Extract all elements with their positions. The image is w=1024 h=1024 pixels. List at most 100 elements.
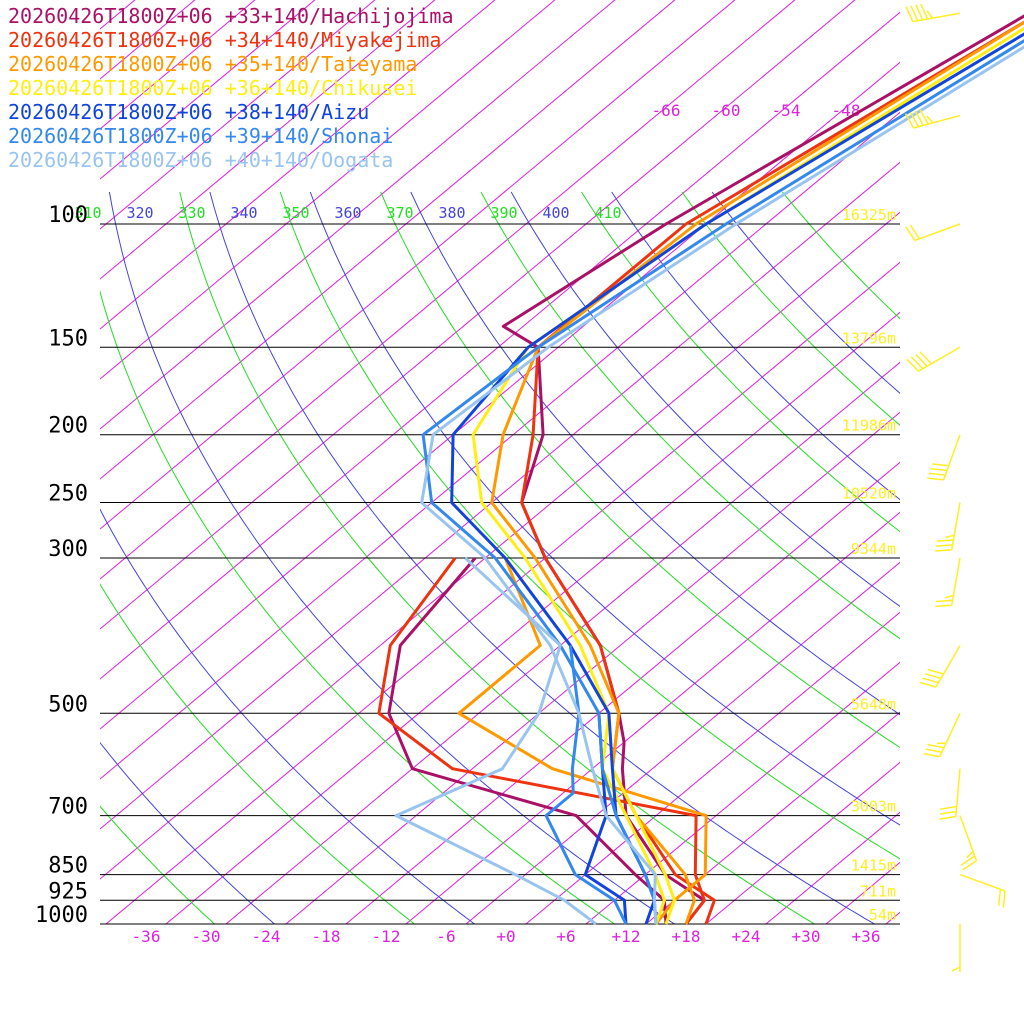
temperature-tick-label: -6 <box>436 927 455 946</box>
theta-label: 310 <box>74 204 101 222</box>
profile-lines <box>377 14 1024 926</box>
pressure-label: 250 <box>48 482 88 507</box>
theta-label: 390 <box>490 204 517 222</box>
legend-entry: 20260426T1800Z+06 +35+140/Tateyama <box>8 52 418 76</box>
temperature-tick-label: +24 <box>732 927 761 946</box>
height-labels: 16325m 13796m 11986m 10520m 9344m 5648m 3003m 1… <box>842 206 896 924</box>
isotherm-line <box>285 411 900 924</box>
temperature-tick-label: -18 <box>312 927 341 946</box>
pressure-label: 150 <box>48 326 88 351</box>
height-label: 9344m <box>851 540 896 558</box>
temperature-line-5 <box>450 32 1024 925</box>
isotherm-line <box>100 0 496 330</box>
dewpoint-line-7 <box>394 556 597 926</box>
moist-adiabat-line <box>100 583 415 924</box>
temperature-tick-label: -36 <box>132 927 161 946</box>
pressure-label: 925 <box>48 879 88 904</box>
isotherm-line <box>100 0 736 530</box>
isotherm-line <box>345 461 900 924</box>
wind-barb <box>935 502 961 552</box>
wind-barb <box>904 109 961 129</box>
wind-barb <box>951 924 961 972</box>
dry-adiabat-line <box>100 741 275 924</box>
theta-label: 320 <box>126 204 153 222</box>
temperature-tick-label: +12 <box>612 927 641 946</box>
theta-label: 360 <box>334 204 361 222</box>
temperature-tick-label: +30 <box>792 927 821 946</box>
legend-entry: 20260426T1800Z+06 +33+140/Hachijojima <box>8 4 454 28</box>
wind-barb <box>959 815 978 871</box>
pressure-label: 100 <box>48 203 88 228</box>
temperature-line-7 <box>420 45 1024 925</box>
dry-adiabat-line <box>309 191 900 826</box>
wind-barb <box>939 768 961 820</box>
isotherm-line <box>100 0 676 480</box>
isotherm-line <box>645 711 900 924</box>
theta-label: 340 <box>230 204 257 222</box>
dry-adiabat-line <box>108 191 675 924</box>
theta-label: 410 <box>594 204 621 222</box>
moist-adiabat-line <box>179 191 815 924</box>
upper-temp-labels: -66 -60 -54 -48 <box>652 101 861 120</box>
isotherm-line <box>100 11 900 680</box>
upper-temperature-label: -48 <box>832 101 861 120</box>
dry-adiabat-line <box>510 191 900 608</box>
isotherm-line <box>885 911 900 924</box>
theta-label: 380 <box>438 204 465 222</box>
wind-barb <box>905 223 961 242</box>
wind-barbs <box>904 3 1006 972</box>
isotherm-line <box>100 0 856 630</box>
pressure-label: 1000 <box>35 903 88 928</box>
pressure-label: 500 <box>48 692 88 717</box>
temperature-tick-label: +6 <box>556 927 575 946</box>
legend: 20260426T1800Z+06 +33+140/Hachijojima 202… <box>8 4 454 172</box>
height-label: 10520m <box>842 485 896 503</box>
wind-barb <box>923 712 961 758</box>
moist-adiabat-line <box>100 805 215 924</box>
isotherm-line <box>465 561 900 924</box>
moist-adiabat-line <box>480 191 900 640</box>
theta-label: 400 <box>542 204 569 222</box>
height-label: 711m <box>860 882 896 900</box>
legend-entry: 20260426T1800Z+06 +38+140/Aizu <box>8 100 370 124</box>
height-label: 54m <box>869 906 896 924</box>
dewpoint-line-6 <box>544 645 628 925</box>
isotherm-line <box>165 311 900 924</box>
wind-barb <box>959 873 1006 908</box>
isotherm-line <box>100 161 900 830</box>
height-label: 13796m <box>842 329 896 347</box>
pressure-label: 300 <box>48 537 88 562</box>
isotherm-line <box>100 0 796 580</box>
isotherm-line <box>1006 0 1024 924</box>
moist-adiabat-line <box>380 191 900 749</box>
pressure-label: 700 <box>48 795 88 820</box>
height-label: 5648m <box>851 695 896 713</box>
height-label: 1415m <box>851 857 896 875</box>
temperature-line-1 <box>501 14 1024 925</box>
isotherm-line <box>100 211 900 880</box>
isotherm-line <box>405 511 900 924</box>
isotherm-line <box>946 0 1024 924</box>
dry-adiabat-line <box>100 508 475 924</box>
moist-adiabat-line <box>100 289 615 924</box>
isotherm-line <box>585 661 900 924</box>
dewpoint-line-4 <box>600 713 666 925</box>
isotherm-line <box>765 811 900 924</box>
isobar-lines <box>100 223 900 925</box>
dewpoint-line-1 <box>387 557 668 925</box>
upper-temperature-label: -66 <box>652 101 681 120</box>
isotherm-line <box>225 361 900 924</box>
wind-barb <box>935 557 961 608</box>
dry-adiabat-line <box>410 191 900 716</box>
height-label: 3003m <box>851 798 896 816</box>
height-label: 11986m <box>842 417 896 435</box>
pressure-label: 200 <box>48 414 88 439</box>
legend-entry: 20260426T1800Z+06 +39+140/Shonai <box>8 124 394 148</box>
theta-labels: 310 320 330 340 350 360 370 380 390 400 410 <box>74 204 621 222</box>
theta-label: 370 <box>386 204 413 222</box>
upper-temperature-label: -54 <box>772 101 801 120</box>
wind-barb <box>905 3 961 23</box>
legend-entry: 20260426T1800Z+06 +34+140/Miyakejima <box>8 28 442 52</box>
